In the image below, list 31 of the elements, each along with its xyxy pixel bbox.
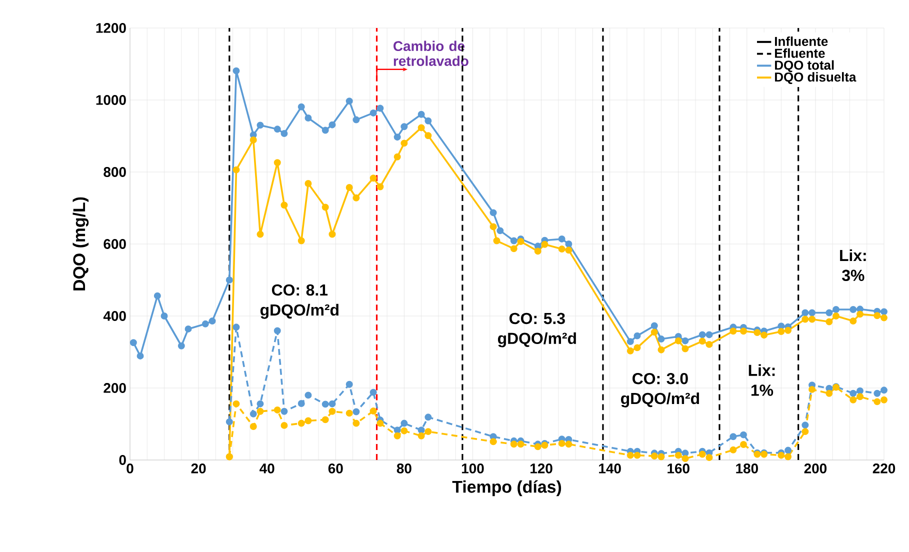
y-tick-label: 400: [103, 311, 126, 321]
y-tick-label: 1000: [96, 95, 126, 105]
x-tick-label: 120: [530, 464, 552, 474]
annotation: Influente: [775, 36, 828, 46]
annotation: Efluente: [775, 48, 825, 58]
x-tick-label: 180: [736, 464, 758, 474]
y-tick-label: 800: [104, 167, 126, 177]
y-tick-label: 0: [119, 455, 126, 465]
y-axis-title: DQO (mg/L): [72, 197, 89, 290]
x-tick-label: 40: [260, 464, 274, 474]
ref-line-label: Cambio de retrolavado: [394, 40, 468, 66]
annotation: CO: 3.0 gDQO/m²d: [621, 372, 700, 408]
x-tick-label: 160: [668, 464, 690, 474]
x-tick-label: 220: [872, 464, 896, 474]
annotation: CO: 5.3 gDQO/m²d: [498, 312, 576, 348]
y-tick-label: 600: [104, 239, 126, 249]
x-tick-label: 0: [126, 464, 134, 474]
x-tick-label: 20: [191, 464, 206, 474]
annotation: CO: 8.1 gDQO/m²d: [260, 284, 338, 319]
x-tick-label: 140: [599, 464, 621, 474]
x-tick-label: 100: [462, 464, 484, 474]
annotation: Lix: 1%: [748, 364, 775, 396]
legend-label: DQO disuelta: [775, 72, 856, 84]
legend-label: DQO total: [775, 60, 834, 72]
annotation: Lix: 3%: [840, 249, 866, 282]
y-tick-label: 1200: [96, 23, 126, 33]
x-axis-title: Tiempo (días): [452, 480, 562, 496]
x-tick-label: 60: [328, 464, 343, 474]
y-tick-label: 200: [104, 383, 126, 393]
x-tick-label: 200: [804, 464, 827, 474]
x-tick-label: 80: [396, 464, 412, 474]
